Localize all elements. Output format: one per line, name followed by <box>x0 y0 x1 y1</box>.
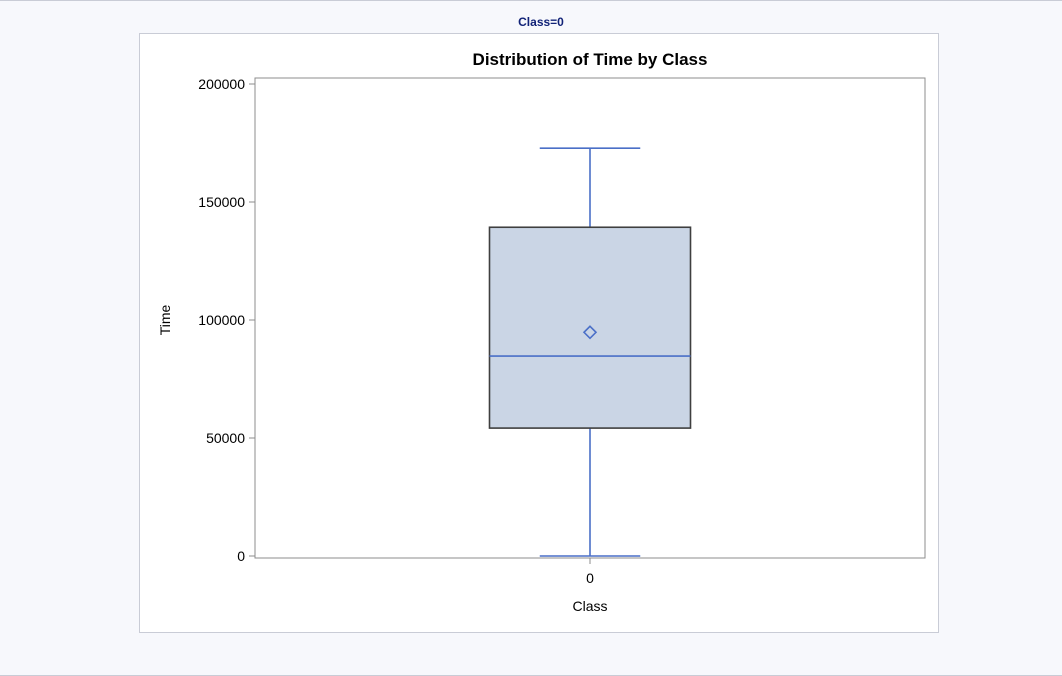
boxplot-chart: Distribution of Time by Class 0 50000 1000… <box>157 50 926 614</box>
y-axis: 0 50000 100000 150000 200000 <box>198 76 255 564</box>
iqr-box <box>488 226 692 429</box>
y-tick-label: 100000 <box>198 312 245 328</box>
by-group-label: Class=0 <box>518 15 564 29</box>
x-tick-label: 0 <box>586 570 594 586</box>
y-tick-label: 0 <box>237 548 245 564</box>
y-tick-label: 50000 <box>206 430 245 446</box>
y-tick-label: 200000 <box>198 76 245 92</box>
y-axis-label: Time <box>157 304 173 335</box>
x-axis-label: Class <box>572 598 607 614</box>
x-axis: 0 <box>586 558 594 586</box>
box-series <box>488 147 692 557</box>
mean-marker <box>582 325 598 340</box>
chart-title: Distribution of Time by Class <box>473 50 708 69</box>
y-tick-label: 150000 <box>198 194 245 210</box>
chart-figure: Distribution of Time by Class 0 50000 1000… <box>139 33 939 633</box>
